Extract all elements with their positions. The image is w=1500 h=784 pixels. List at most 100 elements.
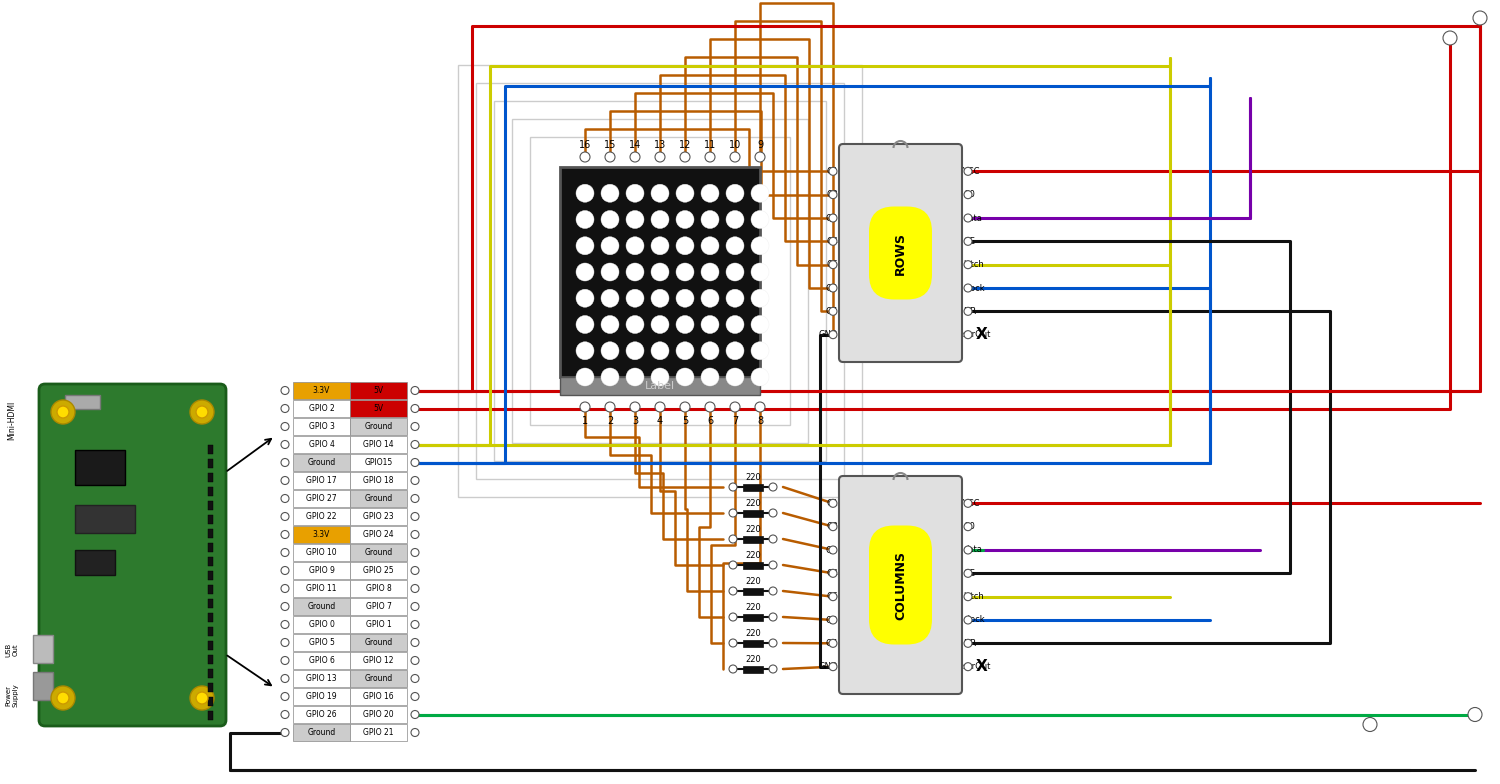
- Circle shape: [752, 342, 770, 360]
- Bar: [350, 634, 406, 651]
- Text: latch: latch: [963, 592, 984, 601]
- Circle shape: [680, 152, 690, 162]
- Circle shape: [411, 531, 419, 539]
- Bar: [209, 515, 213, 524]
- Bar: [292, 688, 350, 705]
- Circle shape: [51, 400, 75, 424]
- Text: GPIO 7: GPIO 7: [366, 602, 392, 611]
- Bar: [494, 101, 826, 461]
- Bar: [350, 454, 406, 471]
- Text: 12: 12: [680, 140, 692, 150]
- Circle shape: [752, 237, 770, 255]
- Circle shape: [626, 289, 644, 307]
- Text: clock: clock: [963, 615, 984, 625]
- Circle shape: [602, 368, 619, 386]
- Bar: [350, 706, 406, 723]
- Bar: [209, 487, 213, 496]
- Bar: [209, 683, 213, 692]
- Bar: [350, 382, 406, 399]
- Bar: [742, 587, 764, 594]
- Circle shape: [676, 368, 694, 386]
- Circle shape: [576, 342, 594, 360]
- Bar: [209, 543, 213, 552]
- Text: Q3: Q3: [827, 546, 839, 554]
- Circle shape: [602, 210, 619, 228]
- Circle shape: [964, 523, 972, 531]
- Bar: [209, 599, 213, 608]
- Circle shape: [651, 368, 669, 386]
- Circle shape: [729, 509, 736, 517]
- Circle shape: [651, 342, 669, 360]
- Circle shape: [676, 289, 694, 307]
- Circle shape: [576, 368, 594, 386]
- Circle shape: [280, 387, 290, 394]
- Text: 220: 220: [746, 602, 760, 612]
- Circle shape: [964, 639, 972, 648]
- Text: 3.3V: 3.3V: [314, 530, 330, 539]
- Circle shape: [705, 402, 716, 412]
- Circle shape: [656, 152, 664, 162]
- Bar: [209, 557, 213, 566]
- Text: 3.3V: 3.3V: [314, 386, 330, 395]
- Circle shape: [580, 152, 590, 162]
- Circle shape: [280, 656, 290, 665]
- Bar: [209, 711, 213, 720]
- Text: USB
Out: USB Out: [6, 643, 18, 657]
- Text: GND: GND: [819, 330, 839, 339]
- Circle shape: [411, 477, 419, 485]
- Text: 6: 6: [706, 416, 712, 426]
- Bar: [209, 445, 213, 454]
- Circle shape: [196, 692, 208, 704]
- Bar: [292, 616, 350, 633]
- Circle shape: [729, 587, 736, 595]
- Bar: [292, 526, 350, 543]
- Bar: [350, 616, 406, 633]
- Circle shape: [770, 535, 777, 543]
- Bar: [292, 490, 350, 507]
- Text: Q0: Q0: [963, 522, 975, 532]
- Circle shape: [602, 184, 619, 202]
- Circle shape: [51, 686, 75, 710]
- Text: Ground: Ground: [364, 422, 393, 431]
- Circle shape: [770, 561, 777, 569]
- Text: GPIO 27: GPIO 27: [306, 494, 338, 503]
- Text: Q7: Q7: [827, 639, 839, 648]
- Circle shape: [964, 238, 972, 245]
- Circle shape: [651, 315, 669, 333]
- Circle shape: [770, 509, 777, 517]
- Circle shape: [190, 686, 214, 710]
- Bar: [458, 65, 862, 497]
- Text: ROWS: ROWS: [894, 231, 908, 274]
- Circle shape: [964, 616, 972, 624]
- Circle shape: [964, 662, 972, 670]
- Text: Power
Supply: Power Supply: [6, 683, 18, 707]
- Circle shape: [1364, 717, 1377, 731]
- Circle shape: [280, 567, 290, 575]
- Circle shape: [602, 237, 619, 255]
- Text: MR: MR: [963, 639, 976, 648]
- Circle shape: [752, 289, 770, 307]
- Text: GPIO 0: GPIO 0: [309, 620, 334, 629]
- Text: GPIO 19: GPIO 19: [306, 692, 338, 701]
- Circle shape: [964, 569, 972, 577]
- Text: GPIO 5: GPIO 5: [309, 638, 334, 647]
- Circle shape: [280, 602, 290, 611]
- Bar: [209, 697, 213, 706]
- Bar: [292, 580, 350, 597]
- Circle shape: [626, 315, 644, 333]
- Text: GPIO 12: GPIO 12: [363, 656, 393, 665]
- Text: Q1: Q1: [827, 167, 839, 176]
- Text: GPIO 8: GPIO 8: [366, 584, 392, 593]
- Text: OE: OE: [963, 237, 975, 246]
- Circle shape: [280, 638, 290, 647]
- Circle shape: [964, 260, 972, 269]
- Circle shape: [196, 406, 208, 418]
- Bar: [292, 724, 350, 741]
- Text: X: X: [976, 659, 988, 674]
- Circle shape: [411, 441, 419, 448]
- Bar: [560, 167, 760, 377]
- Text: VCC: VCC: [963, 167, 981, 176]
- Text: 2: 2: [608, 416, 613, 426]
- Text: 220: 220: [746, 499, 760, 507]
- Circle shape: [830, 616, 837, 624]
